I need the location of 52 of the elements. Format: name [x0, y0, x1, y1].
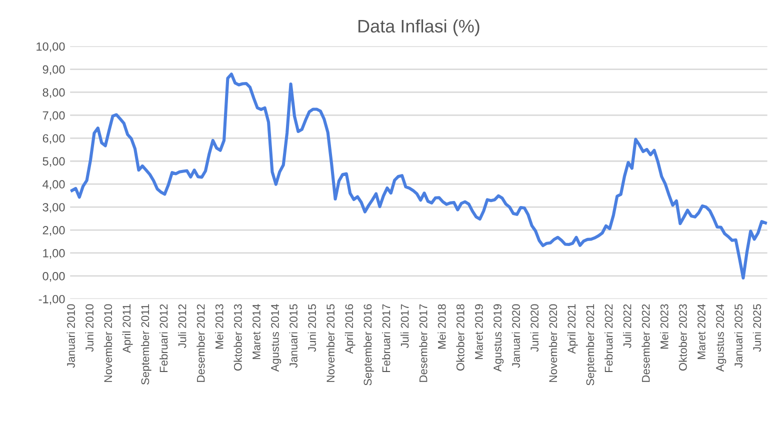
- y-tick-label: 1,00: [43, 249, 65, 259]
- x-tick-label: April 2016: [344, 304, 356, 354]
- x-tick-label: Desember 2012: [196, 304, 205, 382]
- x-tick-label: Juli 2022: [623, 304, 632, 348]
- x-tick-label: Juni 2020: [530, 304, 539, 352]
- y-tick-label: -1,00: [38, 294, 65, 305]
- x-tick-label: Januari 2015: [289, 304, 298, 368]
- x-tick-label: Maret 2014: [252, 304, 260, 360]
- y-tick-label: 9,00: [42, 65, 65, 76]
- x-tick-label: Agustus 2024: [716, 304, 726, 372]
- x-tick-label: September 2021: [586, 304, 596, 386]
- x-tick-label: Agustus 2019: [494, 304, 504, 372]
- x-tick-label: Oktober 2018: [456, 304, 464, 371]
- x-tick-label: Januari 2025: [734, 304, 742, 368]
- x-tick-label: Februari 2022: [604, 304, 613, 372]
- x-tick-label: Juli 2012: [178, 304, 186, 348]
- x-tick-label: Juni 2010: [85, 304, 94, 352]
- x-tick-label: November 2020: [548, 304, 558, 382]
- x-tick-label: April 2021: [567, 304, 578, 354]
- chart-title: Data Inflasi (%): [358, 19, 480, 36]
- x-tick-label: November 2010: [104, 304, 112, 382]
- y-tick-label: 4,00: [42, 180, 65, 190]
- y-tick-label: 0,00: [42, 272, 65, 282]
- x-tick-label: Juni 2015: [308, 304, 316, 352]
- x-tick-label: Juli 2017: [400, 304, 409, 348]
- x-tick-label: Januari 2020: [512, 304, 520, 368]
- x-tick-label: Mei 2013: [215, 304, 224, 349]
- line-series: [70, 72, 767, 280]
- x-tick-label: Mei 2018: [438, 304, 446, 349]
- y-tick-label: 2,00: [42, 226, 65, 236]
- x-tick-label: Maret 2024: [698, 304, 706, 360]
- x-tick-label: Oktober 2013: [234, 304, 242, 371]
- x-tick-label: Desember 2022: [642, 304, 650, 382]
- x-tick-label: Mei 2023: [660, 304, 668, 349]
- y-tick-label: 8,00: [42, 88, 65, 98]
- x-tick-label: Oktober 2023: [678, 304, 687, 371]
- x-tick-label: September 2016: [363, 304, 374, 386]
- x-tick-label: April 2011: [122, 304, 133, 353]
- x-tick-label: Maret 2019: [475, 304, 483, 360]
- x-tick-label: Desember 2017: [419, 304, 428, 382]
- x-tick-label: September 2011: [140, 304, 152, 385]
- x-tick-label: Agustus 2014: [271, 304, 282, 372]
- y-tick-label: 5,00: [42, 157, 65, 167]
- y-tick-label: 3,00: [42, 203, 65, 213]
- y-tick-label: 6,00: [42, 134, 65, 144]
- x-tick-label: Februari 2017: [382, 304, 390, 372]
- x-tick-label: November 2015: [326, 304, 335, 382]
- x-tick-label: Februari 2012: [160, 304, 168, 372]
- y-tick-label: 10,00: [36, 42, 65, 52]
- x-tick-label: Juni 2025: [752, 304, 762, 352]
- y-tick-label: 7,00: [42, 111, 65, 121]
- x-tick-label: Januari 2010: [66, 304, 75, 368]
